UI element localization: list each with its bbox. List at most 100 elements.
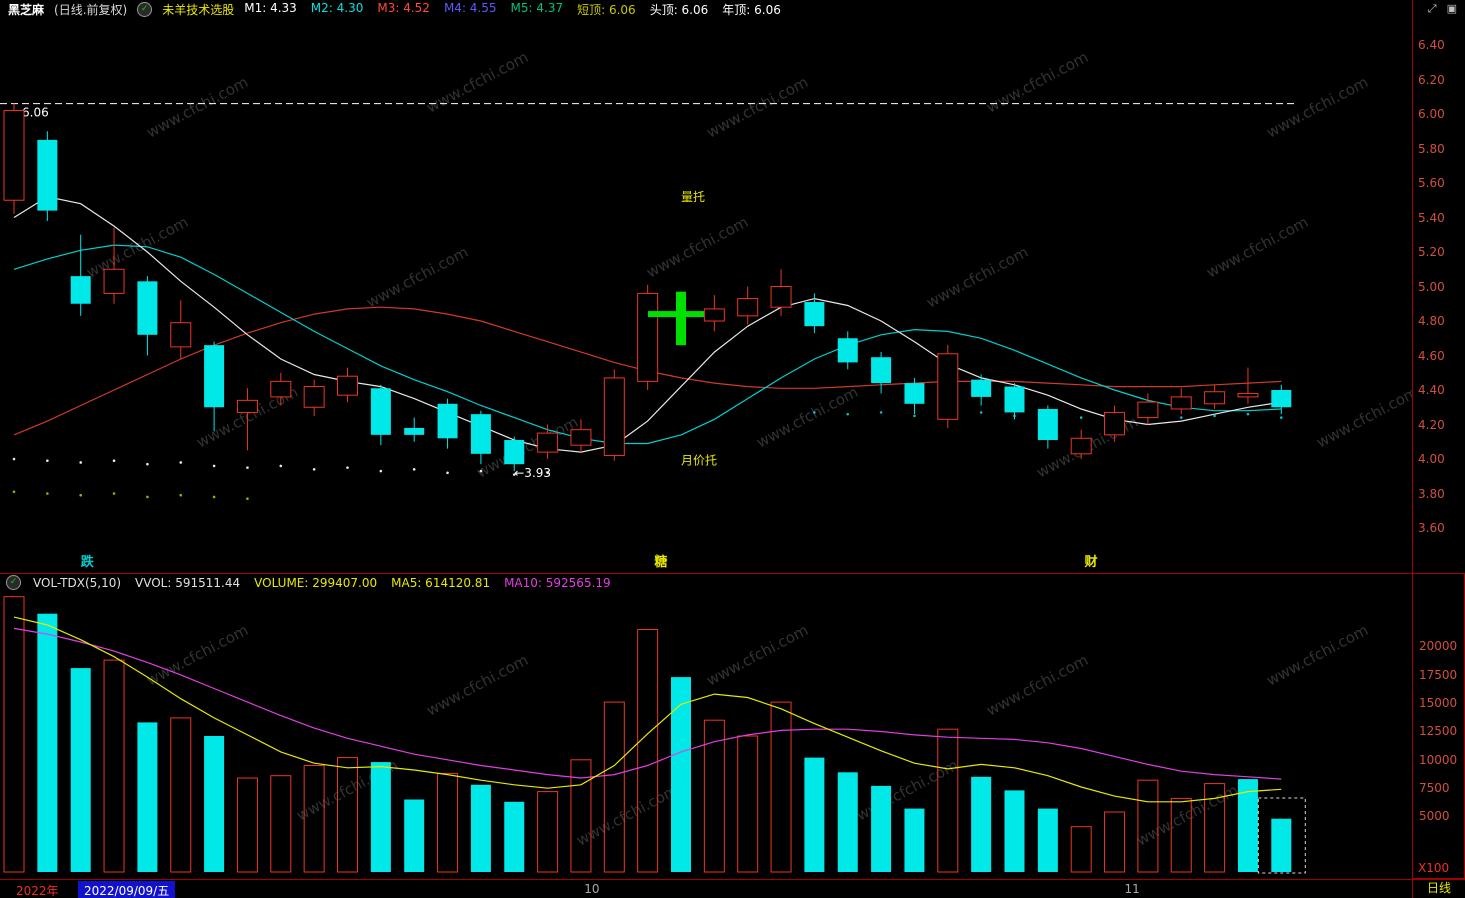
volume-stat-4: MA10: 592565.19: [504, 575, 611, 590]
volume-stat-3: MA5: 614120.81: [391, 575, 491, 590]
chart-annotation: ←3.93: [514, 466, 551, 480]
indicator-stat-6: 头顶: 6.06: [649, 2, 709, 17]
period-label: (日线.前复权): [54, 2, 128, 17]
candle-up: [1170, 396, 1192, 410]
candle-down: [971, 379, 992, 397]
indicator-collapse-icon[interactable]: ✓: [137, 1, 153, 17]
chart-annotation: 月价托: [681, 454, 717, 468]
watermark: www.cfchi.com: [1203, 213, 1311, 282]
price-tick: 5.40: [1418, 210, 1445, 225]
expand-icon[interactable]: ⤢: [1427, 2, 1437, 15]
candle-up: [770, 286, 792, 308]
volume-bar-up: [737, 735, 759, 873]
price-tick: 5.20: [1418, 245, 1445, 259]
candle-up: [303, 386, 325, 408]
candle-up: [236, 399, 258, 413]
candle-down: [37, 139, 58, 211]
time-axis-bar: 2022年 2022/09/09/五 10 11: [0, 879, 1412, 898]
candle-down: [871, 357, 892, 384]
candle-up: [1237, 392, 1259, 398]
volume-tick: 10000: [1419, 752, 1458, 767]
volume-tick: 5000: [1419, 809, 1450, 824]
candle-up: [703, 308, 725, 322]
year-label: 2022年: [16, 884, 59, 898]
signal-candle: [676, 291, 686, 346]
watermark: www.cfchi.com: [1263, 621, 1371, 690]
indicator-values: M1: 4.33 M2: 4.30 M3: 4.52 M4: 4.55 M5: 4.37…: [244, 1, 781, 18]
volume-values: VOL-TDX(5,10) VVOL: 591511.44 VOLUME: 2994…: [33, 576, 611, 590]
volume-bar-down: [70, 668, 91, 872]
volume-bar-up: [1204, 783, 1226, 873]
candle-up: [270, 380, 292, 398]
volume-unit-label: X100: [1418, 861, 1450, 875]
cursor-selection-box: [1257, 797, 1306, 874]
price-tick: 6.20: [1418, 72, 1445, 87]
window-controls: ⤢ ▣: [1428, 2, 1457, 16]
watermark: www.cfchi.com: [423, 651, 531, 720]
price-tick: 5.80: [1418, 141, 1445, 156]
stock-name[interactable]: 黑芝麻: [8, 2, 45, 17]
restore-window-icon[interactable]: ▣: [1446, 2, 1457, 15]
volume-bar-down: [671, 677, 691, 872]
candle-up: [103, 268, 125, 294]
watermark: www.cfchi.com: [1313, 383, 1412, 452]
volume-stat-0: VOL-TDX(5,10): [33, 575, 122, 590]
volume-bar-down: [504, 801, 525, 872]
candle-down: [904, 383, 925, 404]
volume-collapse-icon[interactable]: ✓: [6, 575, 21, 590]
volume-bar-up: [1170, 797, 1192, 873]
volume-tick: 12500: [1419, 724, 1458, 739]
indicator-stat-5: 短顶: 6.06: [577, 2, 636, 17]
volume-bar-up: [337, 757, 358, 873]
axis-separator-line: [1412, 0, 1413, 898]
volume-bar-down: [1037, 808, 1058, 872]
volume-bar-down: [1271, 818, 1292, 872]
candle-up: [1070, 437, 1092, 455]
volume-bar-down: [37, 613, 58, 872]
volume-bar-up: [937, 728, 959, 873]
watermark: www.cfchi.com: [573, 781, 681, 850]
watermark: www.cfchi.com: [143, 621, 251, 690]
volume-bar-down: [1004, 790, 1025, 872]
candle-down: [837, 338, 858, 363]
candle-down: [804, 302, 825, 327]
volume-bar-up: [437, 772, 459, 873]
volume-bar-down: [804, 757, 825, 872]
volume-bar-up: [1070, 826, 1092, 873]
volume-bar-down: [137, 722, 158, 872]
volume-bar-up: [537, 791, 559, 873]
candlestick-chart[interactable]: www.cfchi.com www.cfchi.com www.cfchi.com w…: [0, 18, 1412, 573]
volume-stat-2: VOLUME: 299407.00: [254, 575, 378, 590]
candle-down: [137, 281, 158, 335]
resistance-line-label: 6.06: [22, 106, 49, 120]
price-tick: 4.80: [1418, 314, 1445, 328]
candle-up: [337, 375, 358, 396]
signal-character: 糖: [654, 554, 667, 570]
candle-up: [3, 110, 25, 201]
volume-bar-down: [904, 808, 925, 872]
price-axis: 6.40 6.20 6.00 5.80 5.60 5.40 5.20 5.00 4.80 4.60…: [1412, 18, 1465, 573]
volume-bar-up: [103, 659, 125, 873]
volume-bar-up: [3, 596, 25, 873]
volume-bar-down: [1237, 779, 1258, 872]
volume-chart[interactable]: www.cfchi.com www.cfchi.com www.cfchi.com w…: [0, 591, 1412, 879]
candle-down: [404, 427, 425, 435]
month-tick-10: 10: [584, 882, 600, 896]
candle-down: [437, 403, 458, 439]
volume-bar-up: [603, 701, 625, 873]
price-tick: 5.00: [1418, 279, 1445, 294]
selected-date-badge[interactable]: 2022/09/09/五: [78, 881, 176, 898]
volume-bar-up: [303, 765, 325, 873]
title-bar: 黑芝麻 (日线.前复权) ✓ 未羊技术选股 M1: 4.33 M2: 4.30 M3…: [0, 0, 1465, 18]
price-tick: 6.00: [1418, 107, 1445, 121]
candle-up: [737, 298, 759, 317]
candle-up: [603, 377, 625, 457]
volume-bar-up: [170, 717, 192, 873]
period-selector[interactable]: 日线: [1412, 879, 1465, 898]
candle-down: [470, 414, 491, 454]
volume-bar-down: [404, 799, 425, 872]
watermark: www.cfchi.com: [1263, 73, 1371, 142]
volume-bar-up: [570, 759, 592, 873]
indicator-name[interactable]: 未羊技术选股: [162, 2, 235, 17]
